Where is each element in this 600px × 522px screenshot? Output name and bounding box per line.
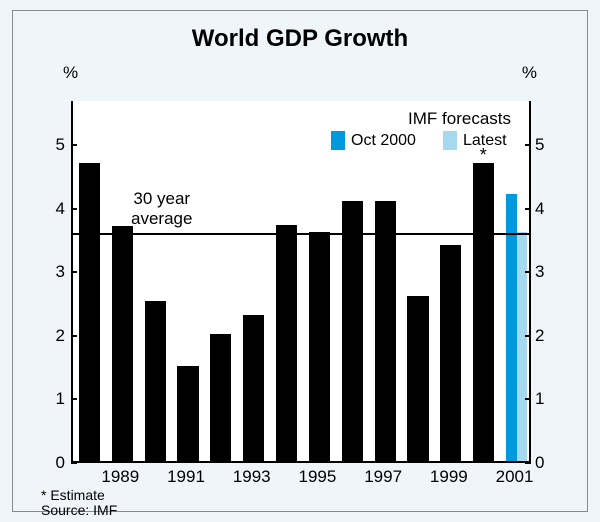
bar-1997 xyxy=(375,201,396,461)
bar-1992 xyxy=(210,334,231,461)
tickmark xyxy=(525,208,531,210)
bar-1993 xyxy=(243,315,264,461)
ytick-right: 2 xyxy=(535,326,575,346)
bar-1996 xyxy=(342,201,363,461)
xtick-2001: 2001 xyxy=(496,467,534,487)
bar-1995 xyxy=(309,232,330,461)
tickmark xyxy=(71,144,77,146)
ytick-right: 1 xyxy=(535,389,575,409)
legend-swatch-oct2000 xyxy=(331,131,345,150)
xtick-1989: 1989 xyxy=(101,467,139,487)
tickmark xyxy=(525,335,531,337)
legend-title: IMF forecasts xyxy=(408,109,511,129)
bar-1988 xyxy=(79,163,100,461)
chart-frame: World GDP Growth % % 30 yearaverage IMF … xyxy=(12,10,588,512)
estimate-asterisk: * xyxy=(480,145,487,166)
ytick-left: 3 xyxy=(25,262,65,282)
average-line xyxy=(73,233,529,235)
ytick-right: 0 xyxy=(535,453,575,473)
ytick-left: 5 xyxy=(25,135,65,155)
tickmark xyxy=(525,462,531,464)
legend-swatch-latest xyxy=(443,131,457,150)
ytick-left: 2 xyxy=(25,326,65,346)
xtick-1999: 1999 xyxy=(430,467,468,487)
bar-1994 xyxy=(276,225,297,461)
tickmark xyxy=(71,398,77,400)
tickmark xyxy=(71,462,77,464)
xtick-1995: 1995 xyxy=(299,467,337,487)
tickmark xyxy=(525,398,531,400)
legend-label-oct2000: Oct 2000 xyxy=(351,132,416,150)
bar-1990 xyxy=(145,301,166,461)
chart-title: World GDP Growth xyxy=(13,25,587,53)
xtick-1993: 1993 xyxy=(233,467,271,487)
bar-1999 xyxy=(440,245,461,461)
average-label: 30 yearaverage xyxy=(131,189,192,228)
xtick-1991: 1991 xyxy=(167,467,205,487)
bar-1989 xyxy=(112,226,133,461)
tickmark xyxy=(71,208,77,210)
y-unit-left: % xyxy=(63,63,78,83)
tickmark xyxy=(525,144,531,146)
bar-2001-latest xyxy=(517,232,528,461)
ytick-right: 5 xyxy=(535,135,575,155)
bar-2000 xyxy=(473,163,494,461)
ytick-right: 4 xyxy=(535,199,575,219)
ytick-right: 3 xyxy=(535,262,575,282)
ytick-left: 1 xyxy=(25,389,65,409)
tickmark xyxy=(71,271,77,273)
y-unit-right: % xyxy=(522,63,537,83)
plot-area: 30 yearaverage IMF forecasts Oct 2000 La… xyxy=(71,101,531,463)
bar-1991 xyxy=(177,366,198,461)
xtick-1997: 1997 xyxy=(364,467,402,487)
tickmark xyxy=(71,335,77,337)
ytick-left: 0 xyxy=(25,453,65,473)
ytick-left: 4 xyxy=(25,199,65,219)
footnote-estimate: * Estimate xyxy=(41,487,105,503)
tickmark xyxy=(525,271,531,273)
bar-1998 xyxy=(407,296,428,461)
footnote-source: Source: IMF xyxy=(41,502,117,518)
